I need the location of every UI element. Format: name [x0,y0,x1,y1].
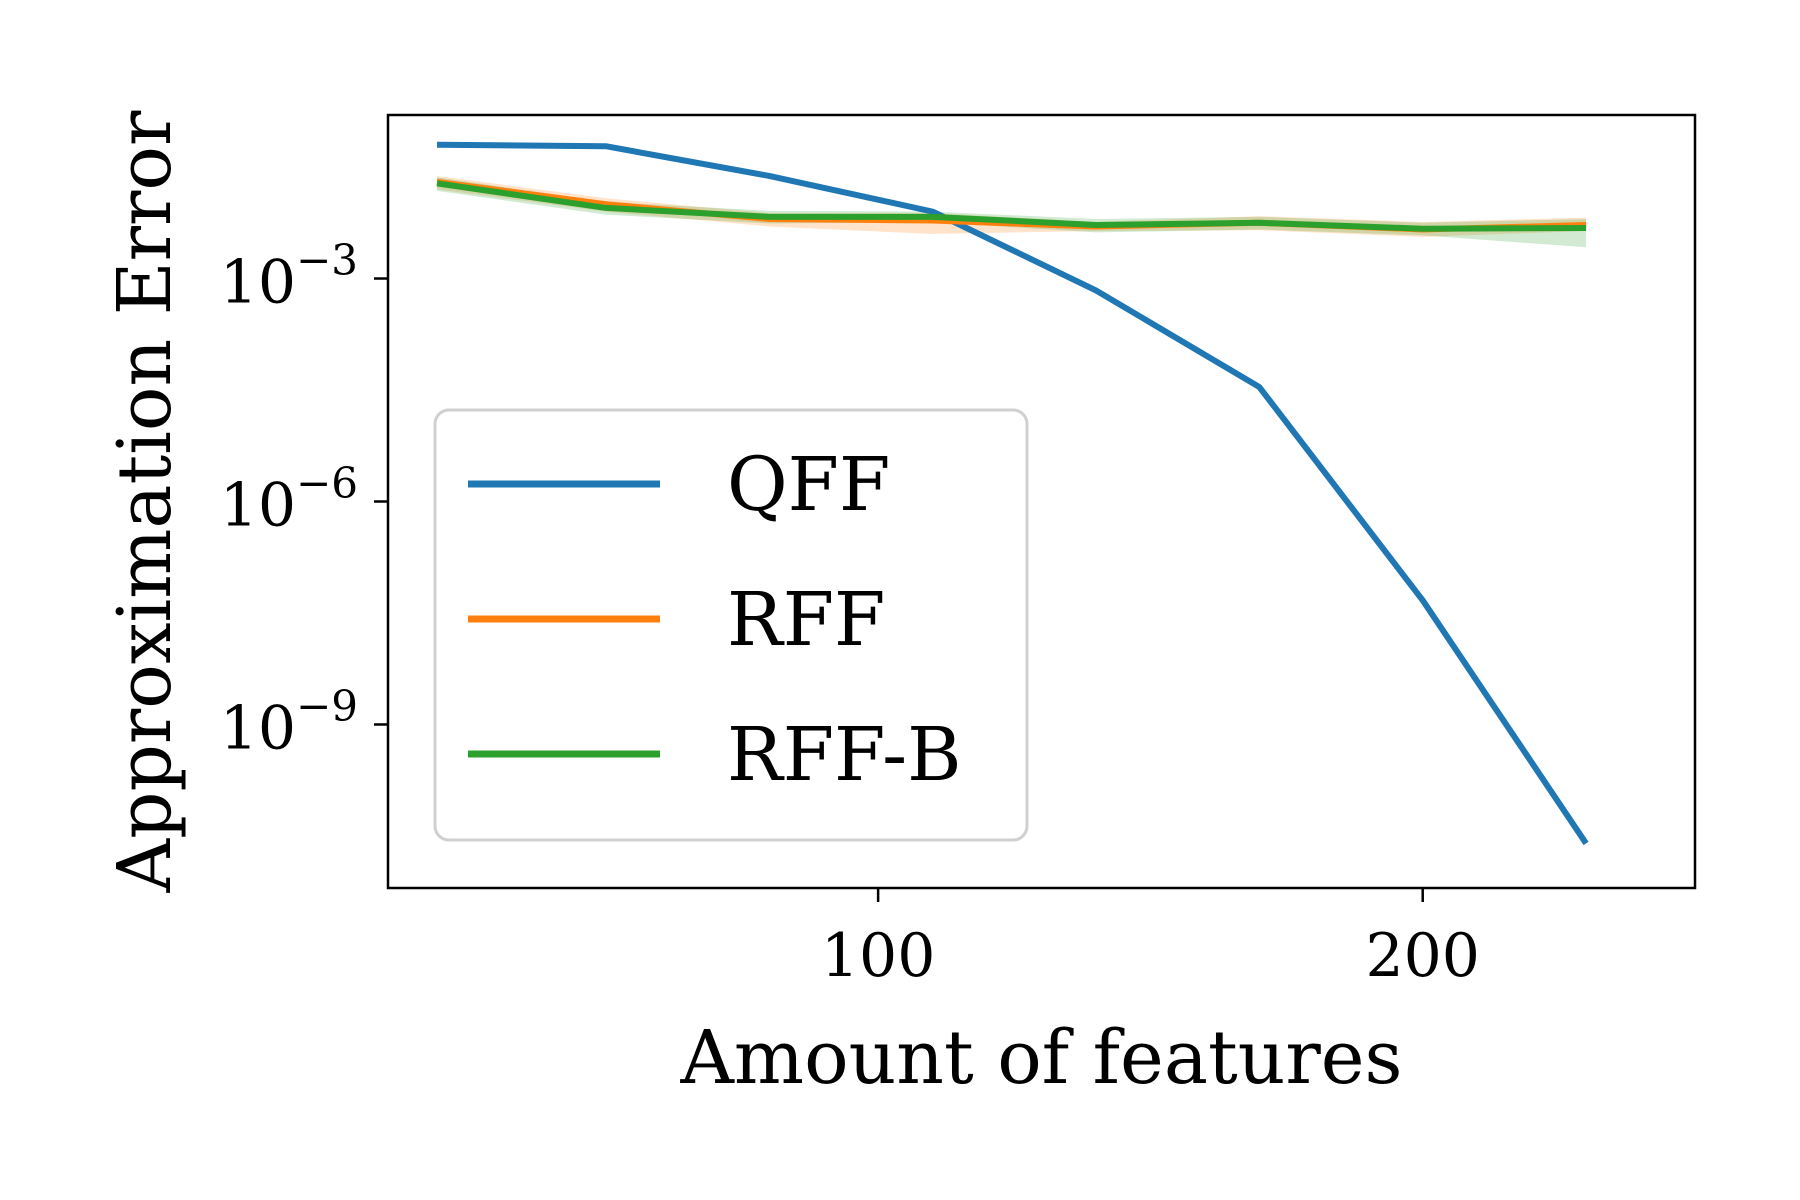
x-axis-ticks: 100 200 [821,888,1480,991]
y-tick-label: 10−9 [220,681,358,763]
qff-legend-label: QFF [727,442,890,528]
x-tick-label: 100 [821,921,936,991]
legend-box [433,408,1029,842]
confidence-bands [437,175,1587,248]
legend: QFF RFF RFF-B [433,408,1029,842]
series-lines [436,141,1589,846]
y-tick-label: 10−6 [220,459,358,541]
rff-legend-label: RFF [727,577,885,663]
y-axis-ticks: 10−3 10−6 10−9 [220,236,388,763]
y-axis-label: Approximation Error [102,110,188,893]
x-tick-label: 200 [1365,921,1480,991]
qff-line [436,141,1589,846]
rff-b-line [436,180,1587,232]
rff-b-legend-label: RFF-B [727,712,961,798]
x-axis-label: Amount of features [679,1015,1402,1101]
y-tick-label: 10−3 [220,236,358,318]
rff-b-band [437,177,1587,248]
